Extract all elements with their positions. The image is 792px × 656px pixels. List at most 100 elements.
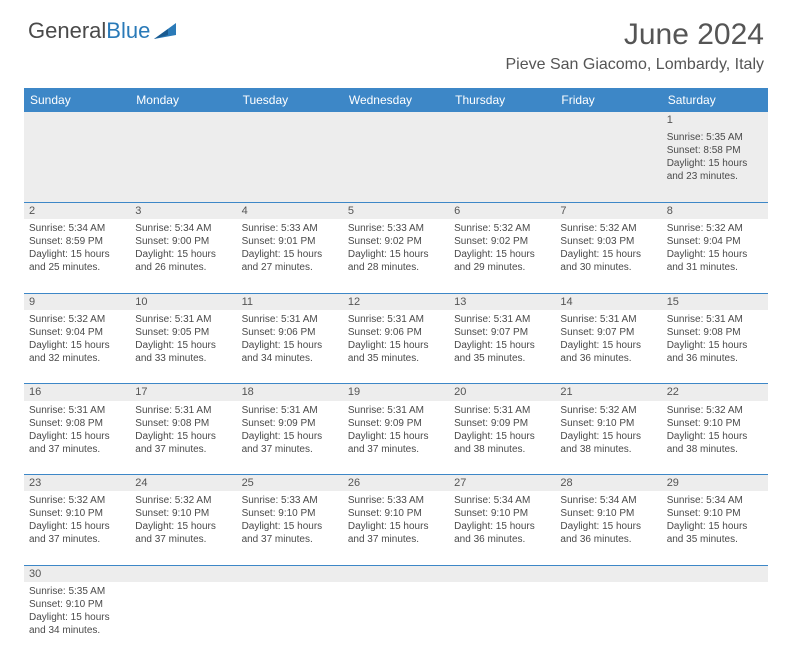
day-number-cell: 22 xyxy=(662,384,768,401)
calendar-day-cell: Sunrise: 5:33 AMSunset: 9:10 PMDaylight:… xyxy=(343,491,449,565)
calendar-day-cell: Sunrise: 5:32 AMSunset: 9:04 PMDaylight:… xyxy=(24,310,130,384)
day-number-cell xyxy=(24,112,130,128)
location: Pieve San Giacomo, Lombardy, Italy xyxy=(506,56,765,74)
weekday-header: Monday xyxy=(130,88,236,112)
day-number-cell: 13 xyxy=(449,293,555,310)
day-number-cell: 16 xyxy=(24,384,130,401)
calendar-day-cell: Sunrise: 5:32 AMSunset: 9:10 PMDaylight:… xyxy=(24,491,130,565)
day-number-row: 2345678 xyxy=(24,202,768,219)
calendar-day-cell: Sunrise: 5:34 AMSunset: 9:00 PMDaylight:… xyxy=(130,219,236,293)
logo: GeneralBlue xyxy=(28,18,182,44)
day-number-cell: 7 xyxy=(555,202,661,219)
day-number-row: 16171819202122 xyxy=(24,384,768,401)
day-number-cell: 25 xyxy=(237,475,343,492)
weekday-header: Wednesday xyxy=(343,88,449,112)
month-title: June 2024 xyxy=(506,18,765,52)
day-number-cell xyxy=(662,565,768,582)
weekday-header-row: SundayMondayTuesdayWednesdayThursdayFrid… xyxy=(24,88,768,112)
calendar-day-cell: Sunrise: 5:31 AMSunset: 9:08 PMDaylight:… xyxy=(130,401,236,475)
day-number-cell: 11 xyxy=(237,293,343,310)
day-number-cell: 15 xyxy=(662,293,768,310)
day-number-row: 30 xyxy=(24,565,768,582)
day-number-cell xyxy=(130,112,236,128)
calendar-day-cell xyxy=(343,582,449,656)
day-number-cell: 24 xyxy=(130,475,236,492)
day-number-cell: 4 xyxy=(237,202,343,219)
day-number-cell xyxy=(237,112,343,128)
calendar-week-row: Sunrise: 5:35 AMSunset: 8:58 PMDaylight:… xyxy=(24,128,768,202)
calendar-day-cell: Sunrise: 5:31 AMSunset: 9:08 PMDaylight:… xyxy=(662,310,768,384)
calendar-day-cell: Sunrise: 5:32 AMSunset: 9:02 PMDaylight:… xyxy=(449,219,555,293)
calendar-day-cell: Sunrise: 5:32 AMSunset: 9:04 PMDaylight:… xyxy=(662,219,768,293)
day-number-cell: 26 xyxy=(343,475,449,492)
calendar-day-cell xyxy=(555,128,661,202)
calendar-day-cell xyxy=(343,128,449,202)
weekday-header: Saturday xyxy=(662,88,768,112)
calendar-day-cell: Sunrise: 5:35 AMSunset: 9:10 PMDaylight:… xyxy=(24,582,130,656)
header: GeneralBlue June 2024 Pieve San Giacomo,… xyxy=(0,0,792,82)
calendar-day-cell: Sunrise: 5:31 AMSunset: 9:09 PMDaylight:… xyxy=(449,401,555,475)
weekday-header: Tuesday xyxy=(237,88,343,112)
day-number-cell xyxy=(449,565,555,582)
calendar-week-row: Sunrise: 5:31 AMSunset: 9:08 PMDaylight:… xyxy=(24,401,768,475)
day-number-row: 9101112131415 xyxy=(24,293,768,310)
day-number-row: 1 xyxy=(24,112,768,128)
calendar-day-cell: Sunrise: 5:32 AMSunset: 9:10 PMDaylight:… xyxy=(555,401,661,475)
weekday-header: Friday xyxy=(555,88,661,112)
day-number-cell: 29 xyxy=(662,475,768,492)
calendar-day-cell xyxy=(449,582,555,656)
day-number-cell xyxy=(237,565,343,582)
logo-flag-icon xyxy=(154,21,182,41)
calendar-day-cell: Sunrise: 5:31 AMSunset: 9:08 PMDaylight:… xyxy=(24,401,130,475)
weekday-header: Sunday xyxy=(24,88,130,112)
calendar-week-row: Sunrise: 5:35 AMSunset: 9:10 PMDaylight:… xyxy=(24,582,768,656)
logo-text-2: Blue xyxy=(106,18,150,44)
calendar-day-cell: Sunrise: 5:34 AMSunset: 8:59 PMDaylight:… xyxy=(24,219,130,293)
calendar-day-cell: Sunrise: 5:33 AMSunset: 9:02 PMDaylight:… xyxy=(343,219,449,293)
day-number-cell xyxy=(555,112,661,128)
calendar-day-cell: Sunrise: 5:33 AMSunset: 9:01 PMDaylight:… xyxy=(237,219,343,293)
calendar-day-cell: Sunrise: 5:31 AMSunset: 9:07 PMDaylight:… xyxy=(449,310,555,384)
calendar-table: SundayMondayTuesdayWednesdayThursdayFrid… xyxy=(24,88,768,656)
day-number-cell: 3 xyxy=(130,202,236,219)
day-number-cell xyxy=(343,565,449,582)
calendar-day-cell: Sunrise: 5:32 AMSunset: 9:10 PMDaylight:… xyxy=(662,401,768,475)
calendar-day-cell: Sunrise: 5:34 AMSunset: 9:10 PMDaylight:… xyxy=(555,491,661,565)
calendar-day-cell xyxy=(130,582,236,656)
day-number-cell: 1 xyxy=(662,112,768,128)
day-number-cell: 19 xyxy=(343,384,449,401)
calendar-day-cell: Sunrise: 5:34 AMSunset: 9:10 PMDaylight:… xyxy=(662,491,768,565)
calendar-day-cell xyxy=(555,582,661,656)
calendar-day-cell xyxy=(662,582,768,656)
calendar-week-row: Sunrise: 5:34 AMSunset: 8:59 PMDaylight:… xyxy=(24,219,768,293)
day-number-cell: 18 xyxy=(237,384,343,401)
day-number-cell: 6 xyxy=(449,202,555,219)
day-number-cell: 2 xyxy=(24,202,130,219)
day-number-cell: 27 xyxy=(449,475,555,492)
calendar-day-cell xyxy=(237,582,343,656)
day-number-cell: 10 xyxy=(130,293,236,310)
day-number-cell: 12 xyxy=(343,293,449,310)
calendar-day-cell: Sunrise: 5:34 AMSunset: 9:10 PMDaylight:… xyxy=(449,491,555,565)
day-number-cell: 14 xyxy=(555,293,661,310)
calendar-week-row: Sunrise: 5:32 AMSunset: 9:10 PMDaylight:… xyxy=(24,491,768,565)
calendar-day-cell: Sunrise: 5:33 AMSunset: 9:10 PMDaylight:… xyxy=(237,491,343,565)
day-number-cell: 28 xyxy=(555,475,661,492)
day-number-cell xyxy=(343,112,449,128)
calendar-day-cell xyxy=(24,128,130,202)
calendar-day-cell: Sunrise: 5:31 AMSunset: 9:06 PMDaylight:… xyxy=(237,310,343,384)
logo-text-1: General xyxy=(28,18,106,44)
day-number-cell: 9 xyxy=(24,293,130,310)
calendar-day-cell xyxy=(130,128,236,202)
title-block: June 2024 Pieve San Giacomo, Lombardy, I… xyxy=(506,18,765,74)
weekday-header: Thursday xyxy=(449,88,555,112)
calendar-day-cell: Sunrise: 5:35 AMSunset: 8:58 PMDaylight:… xyxy=(662,128,768,202)
day-number-row: 23242526272829 xyxy=(24,475,768,492)
calendar-day-cell: Sunrise: 5:31 AMSunset: 9:07 PMDaylight:… xyxy=(555,310,661,384)
calendar-day-cell: Sunrise: 5:31 AMSunset: 9:05 PMDaylight:… xyxy=(130,310,236,384)
calendar-day-cell: Sunrise: 5:31 AMSunset: 9:06 PMDaylight:… xyxy=(343,310,449,384)
day-number-cell: 20 xyxy=(449,384,555,401)
calendar-day-cell: Sunrise: 5:31 AMSunset: 9:09 PMDaylight:… xyxy=(237,401,343,475)
calendar-day-cell xyxy=(449,128,555,202)
calendar-week-row: Sunrise: 5:32 AMSunset: 9:04 PMDaylight:… xyxy=(24,310,768,384)
